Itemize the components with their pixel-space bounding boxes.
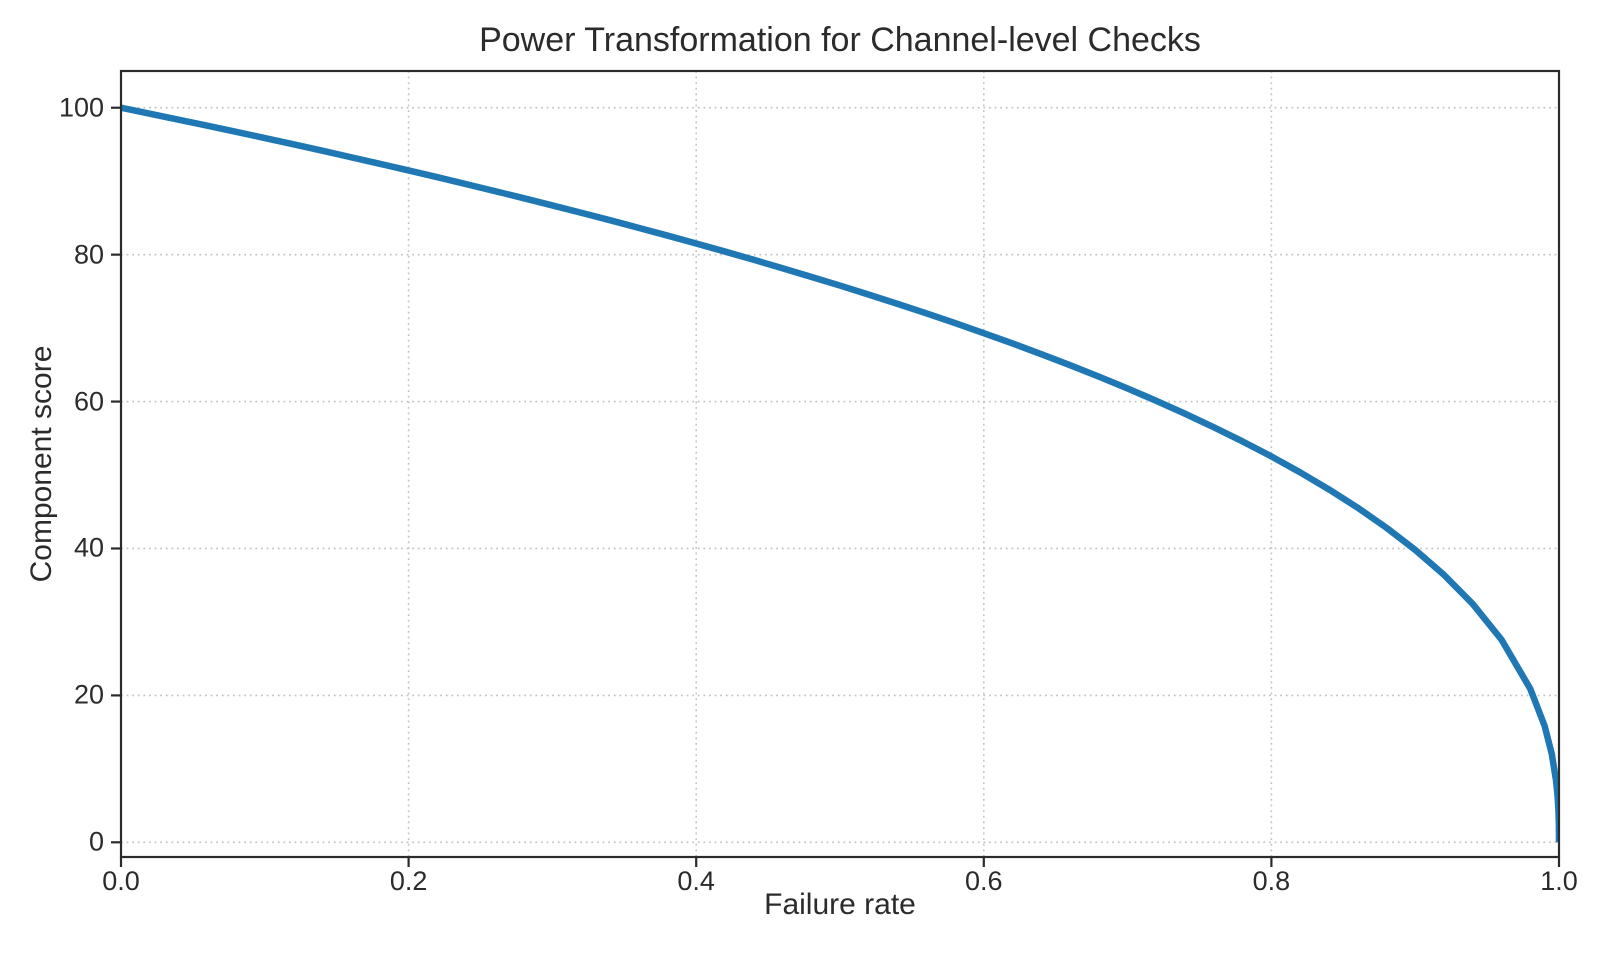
x-tick-label: 0.8: [1252, 866, 1291, 896]
y-tick-label: 60: [73, 386, 104, 417]
x-tick-label: 0.2: [389, 866, 428, 896]
y-tick-label: 80: [73, 239, 104, 270]
plot-frame: [119, 69, 1561, 859]
x-tick-label: 0.6: [965, 866, 1003, 896]
x-tick-label: 0.0: [102, 866, 140, 896]
y-tick-label: 20: [73, 679, 104, 710]
y-tick-label: 100: [58, 92, 104, 123]
x-axis-label: Failure rate: [764, 888, 916, 921]
x-tick-label: 1.0: [1540, 866, 1578, 896]
y-tick-label: 40: [73, 532, 104, 563]
y-tick-label: 0: [88, 826, 104, 857]
chart-title: Power Transformation for Channel-level C…: [479, 21, 1201, 59]
x-tick-label: 0.4: [677, 866, 715, 896]
data-curve: [121, 104, 1559, 843]
